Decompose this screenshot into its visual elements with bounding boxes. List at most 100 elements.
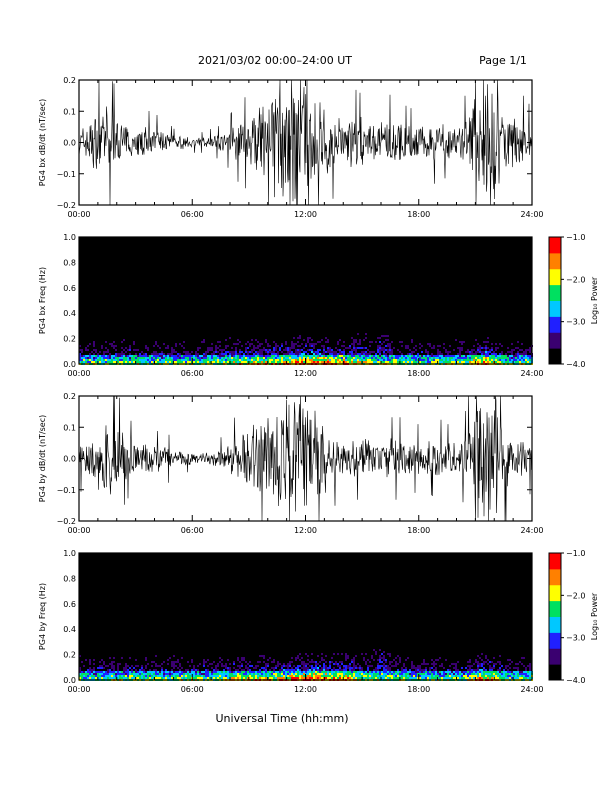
- heatmap-cell: [385, 675, 387, 677]
- heatmap-cell: [377, 659, 379, 661]
- heatmap-cell: [107, 665, 109, 667]
- heatmap-cell: [479, 351, 481, 353]
- heatmap-cell: [331, 677, 333, 679]
- heatmap-cell: [475, 359, 477, 361]
- heatmap-cell: [373, 355, 375, 357]
- heatmap-cell: [197, 357, 199, 359]
- heatmap-cell: [459, 359, 461, 361]
- heatmap-cell: [303, 347, 305, 349]
- heatmap-cell: [193, 665, 195, 667]
- heatmap-cell: [353, 677, 355, 679]
- heatmap-cell: [513, 667, 515, 669]
- heatmap-cell: [129, 347, 131, 349]
- heatmap-cell: [479, 359, 481, 361]
- heatmap-cell: [161, 351, 163, 353]
- heatmap-cell: [89, 355, 91, 357]
- heatmap-cell: [307, 663, 309, 665]
- heatmap-cell: [177, 355, 179, 357]
- heatmap-cell: [473, 355, 475, 357]
- heatmap-cell: [443, 667, 445, 669]
- heatmap-cell: [173, 667, 175, 669]
- heatmap-cell: [527, 675, 529, 677]
- heatmap-cell: [127, 361, 129, 363]
- heatmap-cell: [389, 353, 391, 355]
- x-tick-label: 06:00: [181, 210, 204, 219]
- heatmap-cell: [213, 661, 215, 663]
- heatmap-cell: [447, 671, 449, 673]
- heatmap-cell: [427, 343, 429, 345]
- heatmap-cell: [489, 675, 491, 677]
- heatmap-cell: [97, 667, 99, 669]
- x-tick-label: 12:00: [294, 685, 317, 694]
- heatmap-cell: [485, 661, 487, 663]
- heatmap-cell: [225, 355, 227, 357]
- heatmap-cell: [373, 649, 375, 651]
- heatmap-cell: [219, 677, 221, 679]
- heatmap-cell: [499, 671, 501, 673]
- heatmap-cell: [483, 341, 485, 343]
- heatmap-cell: [467, 351, 469, 353]
- heatmap-cell: [103, 673, 105, 675]
- heatmap-cell: [229, 675, 231, 677]
- heatmap-cell: [433, 359, 435, 361]
- heatmap-cell: [93, 357, 95, 359]
- heatmap-cell: [385, 359, 387, 361]
- heatmap-cell: [121, 351, 123, 353]
- heatmap-cell: [421, 359, 423, 361]
- heatmap-cell: [379, 665, 381, 667]
- heatmap-cell: [157, 355, 159, 357]
- heatmap-cell: [185, 353, 187, 355]
- heatmap-cell: [367, 357, 369, 359]
- heatmap-cell: [149, 361, 151, 363]
- heatmap-cell: [379, 649, 381, 651]
- heatmap-cell: [261, 359, 263, 361]
- heatmap-cell: [267, 355, 269, 357]
- heatmap-cell: [411, 671, 413, 673]
- heatmap-cell: [253, 667, 255, 669]
- heatmap-cell: [231, 357, 233, 359]
- heatmap-cell: [167, 359, 169, 361]
- heatmap-cell: [183, 675, 185, 677]
- heatmap-cell: [93, 341, 95, 343]
- heatmap-cell: [455, 663, 457, 665]
- heatmap-cell: [187, 671, 189, 673]
- heatmap-cell: [481, 673, 483, 675]
- heatmap-cell: [159, 359, 161, 361]
- heatmap-cell: [311, 667, 313, 669]
- heatmap-cell: [459, 353, 461, 355]
- heatmap-cell: [275, 667, 277, 669]
- heatmap-cell: [423, 669, 425, 671]
- heatmap-cell: [247, 351, 249, 353]
- heatmap-cell: [369, 677, 371, 679]
- heatmap-cell: [313, 661, 315, 663]
- heatmap-cell: [335, 357, 337, 359]
- heatmap-cell: [307, 349, 309, 351]
- heatmap-cell: [257, 355, 259, 357]
- heatmap-cell: [237, 675, 239, 677]
- heatmap-cell: [495, 349, 497, 351]
- heatmap-cell: [517, 341, 519, 343]
- heatmap-cell: [435, 659, 437, 661]
- heatmap-cell: [309, 677, 311, 679]
- heatmap-cell: [249, 661, 251, 663]
- heatmap-cell: [411, 661, 413, 663]
- heatmap-cell: [263, 357, 265, 359]
- heatmap-cell: [233, 677, 235, 679]
- heatmap-cell: [123, 339, 125, 341]
- heatmap-cell: [261, 667, 263, 669]
- heatmap-cell: [487, 675, 489, 677]
- heatmap-cell: [381, 661, 383, 663]
- heatmap-cell: [409, 673, 411, 675]
- heatmap-cell: [329, 353, 331, 355]
- heatmap-cell: [317, 359, 319, 361]
- heatmap-cell: [123, 673, 125, 675]
- heatmap-cell: [361, 667, 363, 669]
- heatmap-cell: [407, 357, 409, 359]
- heatmap-cell: [245, 351, 247, 353]
- heatmap-cell: [115, 359, 117, 361]
- heatmap-cell: [287, 675, 289, 677]
- heatmap-cell: [289, 349, 291, 351]
- heatmap-cell: [339, 359, 341, 361]
- heatmap-cell: [457, 359, 459, 361]
- heatmap-cell: [99, 355, 101, 357]
